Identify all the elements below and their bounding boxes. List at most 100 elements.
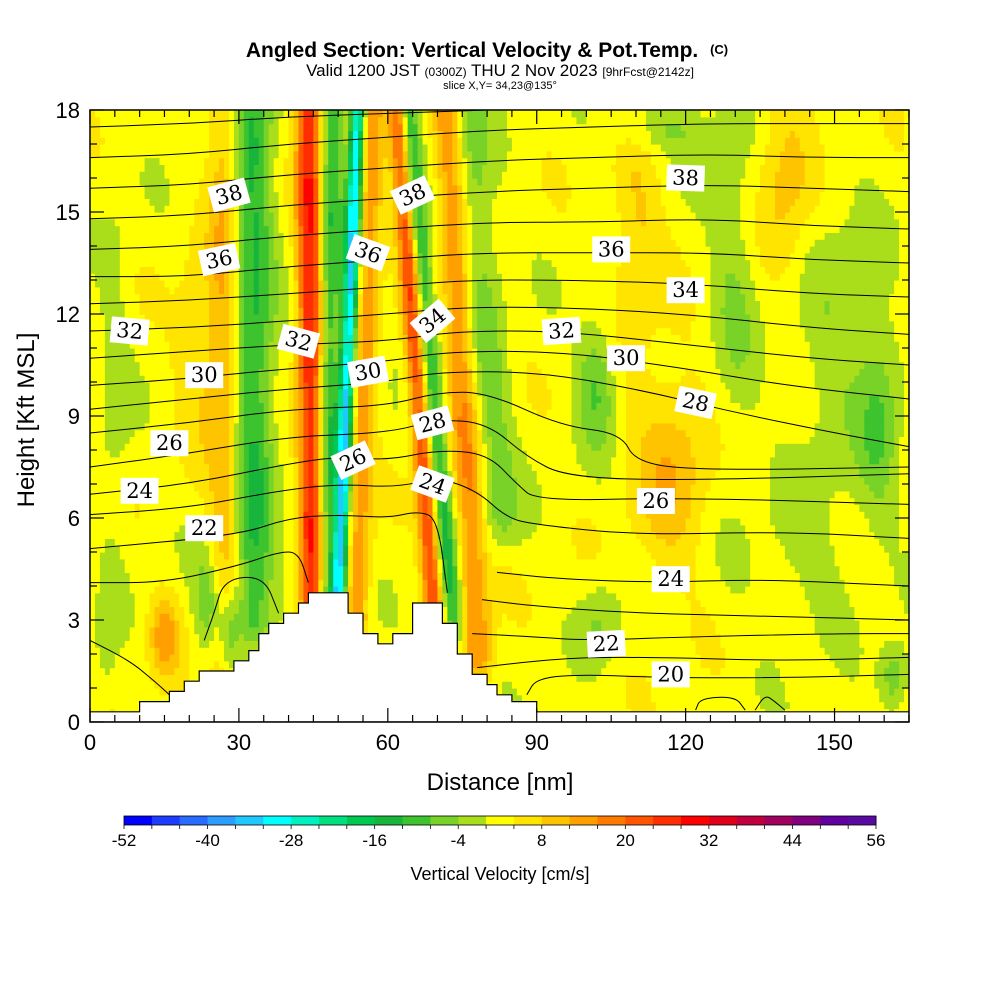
- field-cell: [333, 232, 339, 240]
- field-cell: [164, 565, 171, 573]
- field-cell: [154, 511, 161, 519]
- field-cell: [303, 586, 309, 594]
- field-cell: [318, 388, 324, 397]
- field-cell: [224, 626, 230, 635]
- field-cell: [124, 688, 131, 696]
- field-cell: [184, 164, 190, 172]
- field-cell: [293, 504, 300, 512]
- field-cell: [224, 354, 230, 363]
- field-cell: [263, 552, 270, 560]
- field-cell: [134, 354, 141, 363]
- field-cell: [308, 123, 314, 131]
- field-cell: [139, 395, 146, 403]
- field-cell: [104, 450, 111, 458]
- field-cell: [139, 606, 146, 614]
- field-cell: [273, 354, 280, 363]
- field-cell: [268, 565, 275, 573]
- field-cell: [263, 484, 270, 492]
- field-cell: [99, 518, 106, 526]
- field-cell: [119, 558, 126, 567]
- field-cell: [129, 341, 136, 349]
- field-cell: [248, 443, 255, 451]
- field-cell: [338, 300, 344, 308]
- field-cell: [313, 552, 319, 560]
- field-cell: [303, 518, 309, 526]
- field-cell: [199, 144, 205, 152]
- field-cell: [179, 198, 185, 206]
- field-cell: [174, 484, 180, 492]
- field-cell: [278, 463, 285, 471]
- field-cell: [298, 137, 305, 145]
- field-cell: [338, 273, 344, 281]
- field-cell: [154, 647, 161, 655]
- field-cell: [243, 239, 250, 247]
- field-cell: [328, 436, 334, 444]
- field-cell: [293, 286, 300, 295]
- field-cell: [273, 320, 280, 329]
- field-cell: [209, 205, 215, 213]
- field-cell: [219, 212, 225, 220]
- field-cell: [293, 395, 300, 403]
- field-cell: [164, 341, 171, 349]
- field-cell: [214, 225, 220, 233]
- field-cell: [243, 518, 250, 526]
- field-cell: [179, 579, 185, 587]
- field-cell: [209, 123, 215, 131]
- field-cell: [338, 429, 344, 437]
- field-cell: [228, 144, 235, 152]
- field-cell: [219, 144, 225, 152]
- field-cell: [268, 212, 275, 220]
- field-cell: [94, 395, 101, 403]
- field-cell: [189, 246, 195, 254]
- field-cell: [99, 327, 106, 335]
- field-cell: [164, 484, 171, 492]
- field-cell: [144, 354, 151, 363]
- field-cell: [179, 157, 185, 165]
- field-cell: [323, 558, 329, 567]
- field-cell: [169, 191, 175, 199]
- field-cell: [184, 171, 190, 179]
- field-cell: [139, 620, 146, 628]
- field-cell: [109, 450, 116, 458]
- field-cell: [214, 314, 220, 322]
- field-cell: [189, 558, 195, 567]
- field-cell: [124, 470, 131, 478]
- field-cell: [174, 565, 180, 573]
- field-cell: [268, 586, 275, 594]
- field-cell: [248, 300, 255, 308]
- field-cell: [90, 280, 96, 288]
- field-cell: [119, 130, 126, 138]
- field-cell: [313, 545, 319, 553]
- field-cell: [248, 606, 255, 614]
- field-cell: [343, 314, 349, 322]
- field-cell: [204, 463, 210, 471]
- field-cell: [308, 320, 314, 329]
- field-cell: [253, 456, 260, 465]
- field-cell: [348, 327, 354, 335]
- field-cell: [164, 409, 171, 417]
- field-cell: [313, 280, 319, 288]
- field-cell: [253, 490, 260, 499]
- field-cell: [194, 307, 200, 315]
- field-cell: [348, 565, 354, 573]
- field-cell: [323, 225, 329, 233]
- field-cell: [258, 300, 265, 308]
- field-cell: [313, 348, 319, 356]
- field-cell: [204, 586, 210, 594]
- field-cell: [109, 150, 116, 159]
- field-cell: [328, 429, 334, 437]
- field-cell: [154, 606, 161, 614]
- field-cell: [308, 259, 314, 267]
- field-cell: [94, 171, 101, 179]
- field-cell: [199, 640, 205, 648]
- field-cell: [179, 613, 185, 621]
- field-cell: [283, 450, 290, 458]
- field-cell: [134, 123, 141, 131]
- field-cell: [318, 490, 324, 499]
- field-cell: [328, 205, 334, 213]
- field-cell: [253, 395, 260, 403]
- field-cell: [119, 205, 126, 213]
- field-cell: [303, 178, 309, 186]
- field-cell: [179, 654, 185, 662]
- field-cell: [318, 518, 324, 526]
